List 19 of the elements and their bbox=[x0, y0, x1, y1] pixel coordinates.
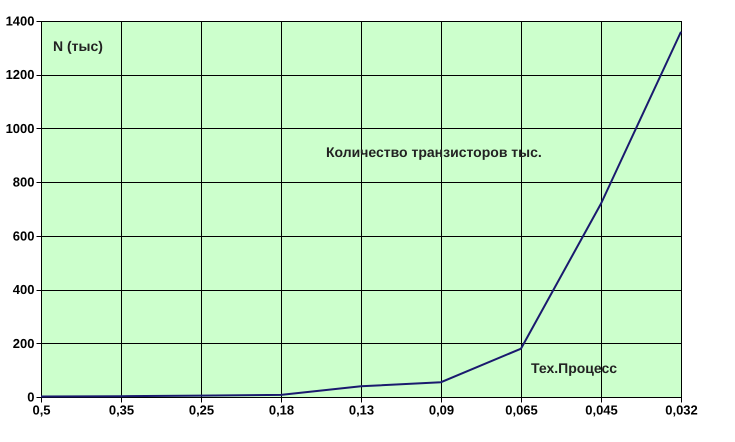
line-series bbox=[40, 30, 682, 398]
x-tick-label: 0,13 bbox=[348, 402, 374, 418]
y-axis-title: N (тыс) bbox=[53, 38, 103, 54]
x-tick-label: 0,5 bbox=[32, 402, 51, 418]
x-tick-label: 0,032 bbox=[665, 402, 698, 418]
x-tick-label: 0,09 bbox=[428, 402, 454, 418]
y-tick-label: 400 bbox=[12, 282, 34, 298]
y-tick-label: 1000 bbox=[6, 120, 34, 136]
y-tick-label: 1200 bbox=[6, 67, 34, 82]
x-tick-label: 0,25 bbox=[188, 402, 214, 418]
y-tick-label: 200 bbox=[12, 336, 34, 351]
y-tick-label: 600 bbox=[12, 228, 34, 244]
x-tick-label: 0,065 bbox=[505, 402, 538, 418]
y-tick-label: 800 bbox=[12, 174, 34, 190]
y-tick-label: 0 bbox=[27, 390, 34, 404]
x-tick-label: 0,18 bbox=[268, 402, 294, 418]
x-tick-label: 0,35 bbox=[108, 402, 134, 418]
x-tick-label: 0,045 bbox=[585, 402, 618, 418]
y-tick-label: 1400 bbox=[6, 14, 34, 28]
